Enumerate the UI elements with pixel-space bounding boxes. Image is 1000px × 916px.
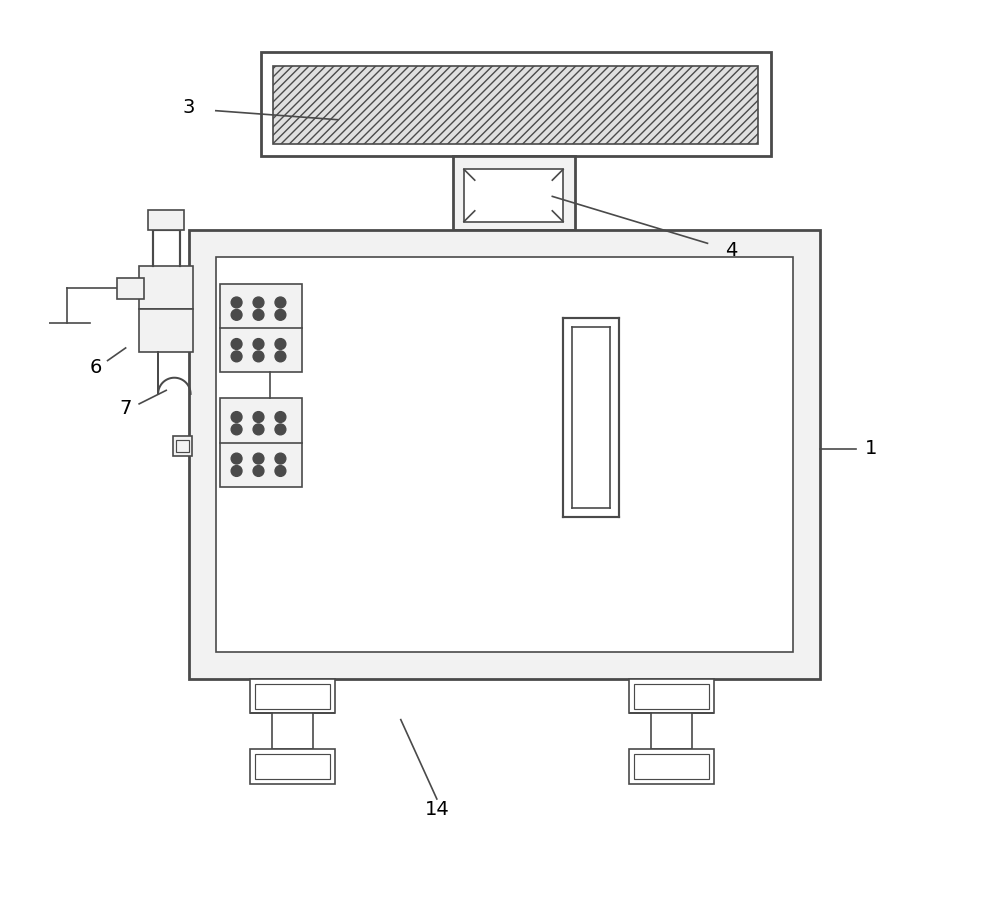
Bar (176, 440, 189, 453)
Polygon shape (629, 714, 714, 749)
Circle shape (275, 310, 286, 321)
Bar (629, 749, 714, 784)
Bar (220, 284, 302, 372)
Bar (216, 256, 793, 652)
Circle shape (231, 310, 242, 321)
Circle shape (231, 339, 242, 349)
Text: 7: 7 (119, 398, 132, 418)
Bar (173, 436, 192, 456)
Bar (139, 266, 193, 309)
Bar (148, 210, 184, 230)
Bar (255, 683, 330, 709)
Circle shape (253, 411, 264, 422)
Circle shape (231, 297, 242, 308)
Circle shape (231, 411, 242, 422)
Bar (250, 749, 335, 784)
Polygon shape (250, 714, 335, 749)
Circle shape (253, 339, 264, 349)
Circle shape (231, 453, 242, 464)
Bar (139, 309, 193, 352)
Circle shape (253, 453, 264, 464)
Circle shape (253, 424, 264, 435)
Bar (220, 398, 302, 487)
Circle shape (231, 351, 242, 362)
Circle shape (275, 424, 286, 435)
Bar (117, 278, 144, 300)
Circle shape (231, 424, 242, 435)
Circle shape (275, 339, 286, 349)
Circle shape (275, 465, 286, 476)
Circle shape (253, 351, 264, 362)
Bar (629, 679, 714, 714)
Circle shape (231, 465, 242, 476)
Bar (273, 67, 758, 144)
Bar (250, 679, 335, 714)
Bar (255, 754, 330, 780)
Circle shape (275, 453, 286, 464)
Circle shape (275, 351, 286, 362)
Circle shape (275, 411, 286, 422)
Bar (464, 169, 563, 222)
Bar (634, 754, 709, 780)
Bar (189, 230, 820, 679)
Bar (261, 52, 771, 156)
Bar (634, 683, 709, 709)
Bar (453, 156, 575, 230)
Circle shape (253, 310, 264, 321)
Text: 6: 6 (90, 358, 102, 377)
Circle shape (275, 297, 286, 308)
Circle shape (253, 465, 264, 476)
Circle shape (253, 297, 264, 308)
Text: 14: 14 (424, 801, 449, 819)
Text: 1: 1 (865, 440, 878, 459)
Text: 4: 4 (726, 241, 738, 260)
Text: 3: 3 (183, 99, 195, 117)
